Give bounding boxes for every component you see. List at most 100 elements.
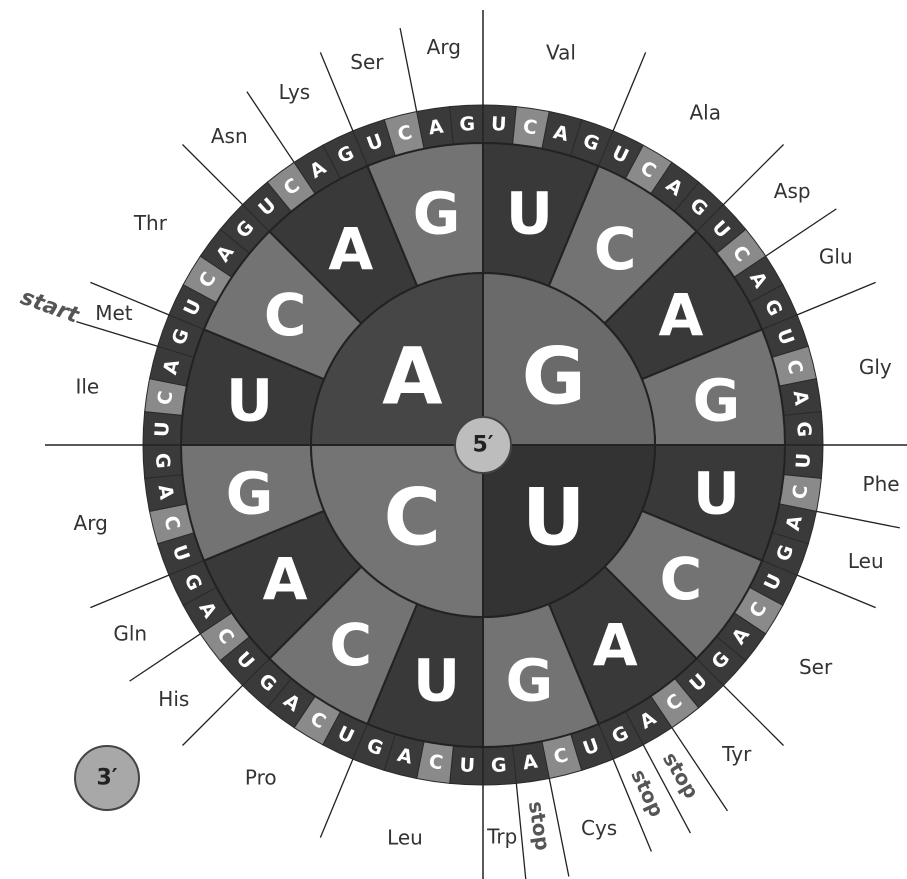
boundary-line	[129, 633, 201, 682]
outer-base: A	[154, 483, 178, 501]
outer-base: C	[552, 744, 571, 769]
outer-base: A	[789, 389, 813, 407]
middle-base: G	[693, 367, 741, 435]
middle-base: G	[506, 646, 554, 714]
boundary-line	[182, 144, 244, 206]
outer-base: A	[395, 744, 415, 769]
amino-acid-label: Leu	[848, 549, 884, 573]
amino-acid-label: Ser	[799, 655, 833, 679]
outer-base: G	[168, 326, 194, 348]
amino-acid-label: His	[158, 687, 189, 711]
center-marker	[454, 416, 512, 474]
boundary-line	[816, 510, 900, 529]
boundary-line	[182, 684, 244, 746]
boundary-line	[246, 91, 295, 163]
amino-acid-label: Glu	[819, 244, 853, 268]
middle-base: A	[328, 215, 373, 283]
amino-acid-label: Asn	[211, 124, 248, 148]
middle-base: C	[660, 545, 703, 613]
stop-label: stop	[658, 748, 704, 803]
outer-base: C	[522, 116, 539, 140]
outer-base: U	[151, 421, 174, 437]
amino-acid-label: Lys	[279, 80, 311, 104]
boundary-line	[90, 574, 170, 609]
boundary-line	[642, 744, 691, 834]
boundary-line	[399, 28, 418, 112]
boundary-line	[90, 281, 170, 316]
outer-base: A	[551, 121, 571, 146]
outer-base: G	[580, 130, 602, 156]
boundary-line	[612, 52, 647, 132]
outer-base: U	[459, 754, 475, 777]
boundary-line	[796, 281, 876, 316]
amino-acid-label: Cys	[581, 816, 617, 840]
outer-base: G	[490, 754, 507, 777]
middle-base: A	[658, 281, 703, 349]
amino-acid-label: Met	[95, 301, 133, 325]
outer-base: U	[580, 734, 602, 760]
amino-acid-label: Ile	[75, 374, 99, 398]
inner-base: G	[522, 332, 586, 422]
outer-base: U	[792, 453, 815, 469]
end-marker	[74, 745, 140, 811]
outer-base: C	[789, 484, 813, 501]
outer-base: C	[159, 514, 184, 533]
outer-base: G	[772, 542, 798, 564]
amino-acid-label: Arg	[427, 35, 461, 59]
boundary-line	[548, 778, 570, 877]
outer-base: G	[364, 734, 386, 760]
outer-base: G	[792, 421, 815, 438]
inner-base: U	[522, 474, 585, 564]
start-label: start	[17, 285, 83, 329]
middle-base: U	[413, 646, 460, 714]
amino-acid-label: Pro	[245, 766, 277, 790]
boundary-line	[765, 208, 837, 257]
middle-base: G	[413, 180, 461, 248]
amino-acid-label: Asp	[774, 179, 811, 203]
amino-acid-label: Phe	[863, 472, 900, 496]
boundary-line	[319, 758, 354, 838]
outer-base: U	[168, 542, 194, 564]
amino-acid-label: Arg	[74, 511, 108, 535]
outer-base: C	[396, 121, 415, 146]
middle-base: U	[226, 367, 273, 435]
amino-acid-label: Gly	[859, 355, 892, 379]
boundary-line	[319, 52, 354, 132]
inner-base: A	[382, 332, 442, 422]
boundary-line	[722, 144, 784, 206]
amino-acid-label: Ala	[689, 100, 721, 124]
end-label: 3′	[96, 766, 117, 791]
outer-base: A	[782, 513, 807, 533]
boundary-line	[76, 321, 158, 347]
boundary-line	[722, 684, 784, 746]
boundary-line	[612, 758, 652, 852]
middle-base: A	[593, 611, 638, 679]
amino-acid-label: Tyr	[721, 742, 752, 766]
outer-base: A	[521, 751, 539, 775]
middle-base: A	[263, 545, 308, 613]
middle-base: C	[594, 215, 637, 283]
boundary-line	[515, 783, 527, 879]
outer-base: U	[364, 130, 386, 156]
outer-base: U	[772, 326, 798, 348]
outer-base: C	[427, 751, 444, 775]
amino-acid-label: Thr	[133, 211, 168, 235]
stop-label: stop	[626, 766, 669, 821]
amino-acid-label: Leu	[387, 825, 423, 849]
middle-base: C	[329, 611, 372, 679]
outer-base: C	[782, 358, 807, 377]
middle-base: G	[226, 459, 274, 527]
outer-base: U	[491, 113, 507, 136]
outer-base: G	[151, 452, 174, 469]
middle-base: U	[506, 180, 553, 248]
amino-acid-label: Gln	[113, 622, 147, 646]
boundary-line	[671, 727, 728, 812]
middle-base: U	[693, 459, 740, 527]
stop-label: stop	[524, 800, 555, 853]
amino-acid-label: Val	[546, 41, 576, 65]
amino-acid-label: Ser	[350, 50, 384, 74]
outer-base: A	[427, 115, 445, 139]
center-label: 5′	[472, 433, 493, 458]
middle-base: C	[264, 281, 307, 349]
